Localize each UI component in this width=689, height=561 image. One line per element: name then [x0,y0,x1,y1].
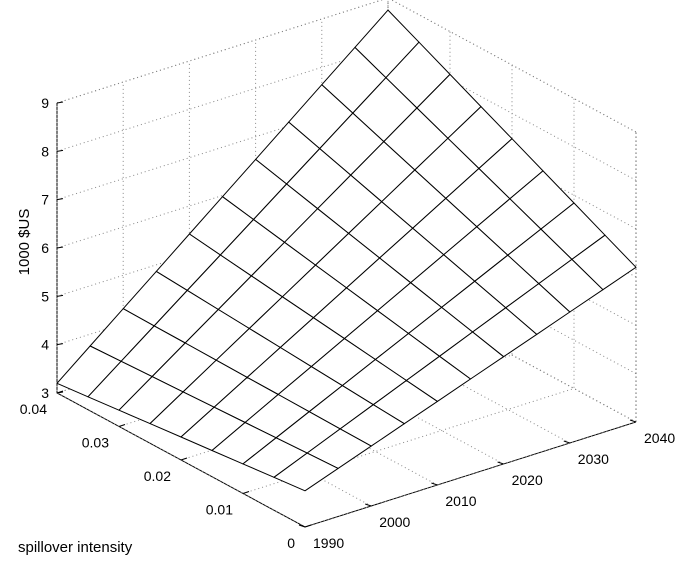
grid-line-y [304,132,637,528]
z-tick-labels: 3 4 5 6 7 8 9 [41,95,49,401]
z-tick [56,149,64,152]
z-axis-label: 1000 $US [16,209,33,276]
y-tick [180,457,188,461]
z-tick-label: 6 [41,240,49,256]
x-tick-label: 2020 [512,472,543,488]
y-tick-label: 0.01 [206,502,233,518]
x-tick [497,461,504,465]
surface-cell [273,452,339,492]
y-tick-label: 0.03 [82,435,109,451]
z-tick [56,198,64,201]
x-tick [431,482,438,486]
surface-mesh [56,9,637,492]
z-tick-label: 3 [41,385,49,401]
z-tick [56,294,64,297]
y-tick-label: 0.02 [144,468,171,484]
z-tick-label: 5 [41,288,49,304]
y-tick [56,390,64,394]
y-tick [242,491,250,494]
y-tick [304,524,312,528]
x-tick-label: 2030 [578,451,609,467]
x-tick-labels: 1990 2000 2010 2020 2030 2040 [313,430,675,551]
z-tick-label: 9 [41,95,49,111]
grid-line-y [242,98,575,494]
y-axis-label: spillover intensity [18,539,133,556]
x-tick-label: 1990 [313,535,344,551]
x-tick-label: 2010 [445,493,476,509]
x-tick [298,524,306,528]
x-tick-label: 2040 [644,430,675,446]
x-tick-label: 2000 [379,514,410,530]
x-tick [629,419,637,423]
y-tick [118,424,126,427]
z-tick [56,343,64,346]
y-tick-label: 0.04 [20,401,47,417]
z-tick [56,101,64,104]
y-tick-labels: 0 0.01 0.02 0.03 0.04 [20,401,295,551]
y-tick-label: 0 [287,535,295,551]
x-tick [563,440,570,444]
z-tick [56,246,64,249]
z-tick-label: 7 [41,192,49,208]
x-tick [365,503,372,507]
tick-marks [56,101,637,528]
z-tick-label: 4 [41,337,49,353]
z-tick-label: 8 [41,143,49,159]
